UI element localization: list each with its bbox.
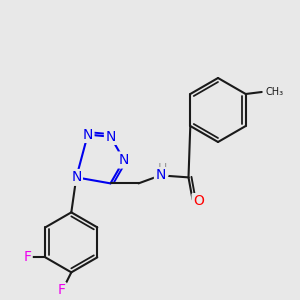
Text: O: O [193,194,204,208]
Text: N: N [119,153,129,167]
Text: F: F [57,284,65,297]
Text: N: N [71,170,82,184]
Text: N: N [155,168,166,182]
Text: N: N [105,130,116,144]
Text: N: N [105,130,116,144]
Text: H: H [158,163,167,176]
Text: N: N [82,128,93,142]
Text: N: N [82,128,93,142]
Text: N: N [155,168,166,182]
Text: H: H [158,162,167,175]
Text: F: F [23,250,31,264]
Text: O: O [193,194,204,208]
Text: N: N [71,170,82,184]
Text: CH₃: CH₃ [266,87,284,97]
Text: N: N [119,153,129,167]
